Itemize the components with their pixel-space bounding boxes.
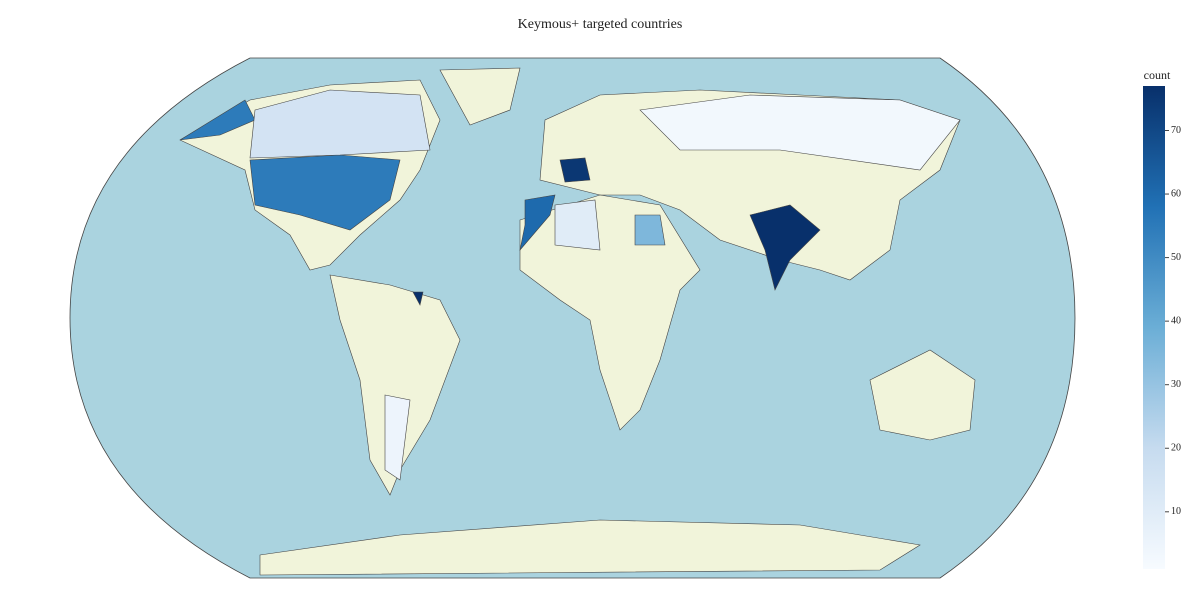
- region: [639, 94, 961, 171]
- landmass: [869, 349, 976, 441]
- region: [634, 214, 666, 246]
- colorbar-title: count: [1144, 68, 1171, 82]
- region: [249, 89, 431, 159]
- region: [559, 157, 591, 183]
- region: [749, 204, 821, 291]
- region: [554, 199, 601, 251]
- colorbar-tick-label: 20: [1171, 443, 1181, 454]
- region: [412, 291, 424, 306]
- colorbar-tick-label: 50: [1171, 252, 1181, 263]
- regions: [179, 89, 961, 481]
- colorbar-tick-label: 70: [1171, 125, 1181, 136]
- landmass: [439, 67, 521, 126]
- region: [519, 194, 556, 252]
- landmass: [519, 194, 701, 431]
- region: [384, 394, 411, 481]
- colorbar-tick-label: 10: [1171, 506, 1181, 517]
- region: [249, 154, 401, 231]
- colorbar-tick-label: 30: [1171, 379, 1181, 390]
- colorbar: [1143, 86, 1165, 569]
- landmass: [259, 519, 921, 576]
- chart-title: Keymous+ targeted countries: [518, 17, 683, 32]
- colorbar-tick-label: 40: [1171, 315, 1181, 326]
- colorbar-tick-label: 60: [1171, 188, 1181, 199]
